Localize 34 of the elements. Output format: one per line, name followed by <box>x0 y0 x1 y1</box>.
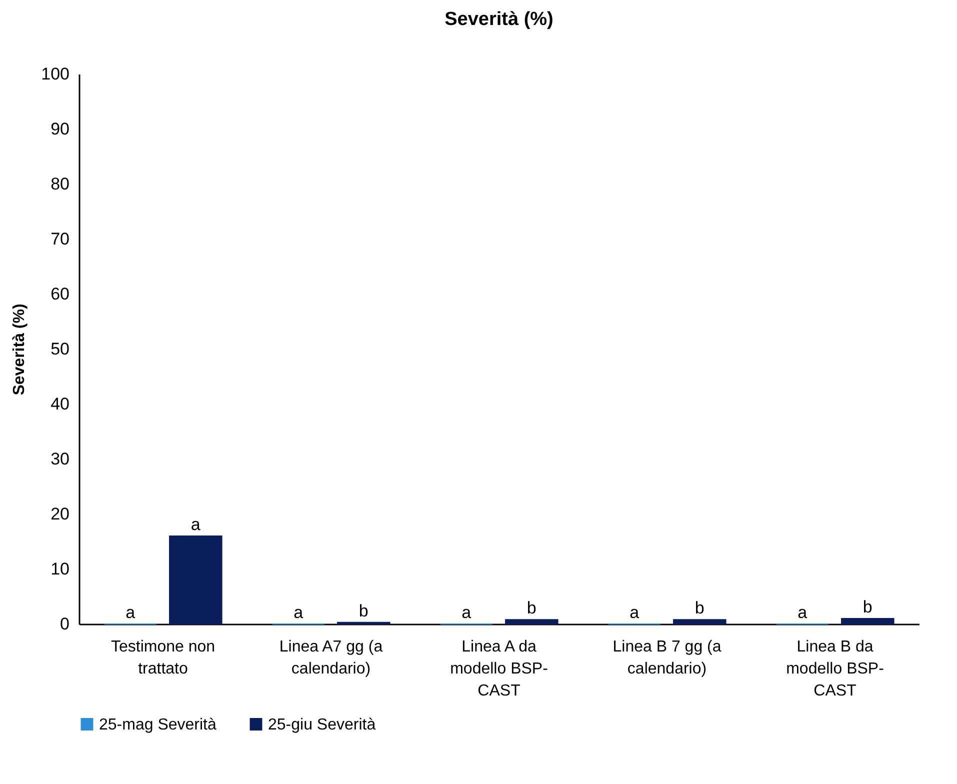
data-label: a <box>630 603 640 622</box>
chart-title: Severità (%) <box>444 9 554 30</box>
data-label: b <box>526 598 536 618</box>
y-tick-label: 10 <box>50 560 70 578</box>
y-tick-label: 70 <box>50 230 70 248</box>
data-label: b <box>862 598 872 616</box>
y-tick-label: 80 <box>50 174 70 194</box>
y-tick-label: 60 <box>50 284 70 304</box>
bar <box>841 618 894 624</box>
x-tick-label: Linea B 7 gg (a calendario) <box>612 638 722 678</box>
y-tick-label: 90 <box>50 120 70 138</box>
data-label: a <box>190 515 201 534</box>
y-tick-label: 100 <box>41 64 70 84</box>
bar <box>673 619 726 624</box>
data-label: a <box>462 603 472 622</box>
x-tick-label: Linea A da modello BSP-CAST <box>450 638 548 700</box>
data-label: b <box>358 601 368 620</box>
y-tick-label: 20 <box>50 504 70 524</box>
y-tick-label: 30 <box>50 450 70 468</box>
x-tick-label: Testimone non trattato <box>110 638 216 678</box>
x-tick-label: Linea A7 gg (a calendario) <box>279 638 383 678</box>
bar <box>505 619 558 624</box>
data-label: b <box>694 598 704 618</box>
data-label: a <box>294 603 304 622</box>
data-label: a <box>798 603 808 622</box>
x-tick-label: Linea B da modello BSP-CAST <box>786 638 884 700</box>
data-label: a <box>126 603 136 622</box>
y-axis-title: Severità (%) <box>11 304 28 396</box>
legend-label: 25-mag Severità <box>99 716 216 734</box>
y-tick-label: 0 <box>60 614 70 634</box>
y-tick-label: 40 <box>50 394 70 414</box>
legend-label: 25-giu Severità <box>268 716 376 734</box>
y-tick-label: 50 <box>50 340 70 358</box>
bar <box>169 536 222 624</box>
